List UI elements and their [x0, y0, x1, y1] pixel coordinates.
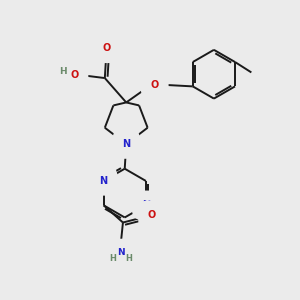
Text: H: H	[109, 254, 116, 263]
Text: N: N	[122, 139, 130, 149]
Text: H: H	[125, 254, 132, 263]
Text: N: N	[142, 200, 150, 210]
Text: O: O	[151, 80, 159, 90]
Text: H: H	[59, 67, 67, 76]
Text: O: O	[102, 44, 110, 53]
Text: N: N	[117, 248, 124, 257]
Text: O: O	[148, 210, 156, 220]
Text: O: O	[70, 70, 79, 80]
Text: N: N	[100, 176, 108, 186]
